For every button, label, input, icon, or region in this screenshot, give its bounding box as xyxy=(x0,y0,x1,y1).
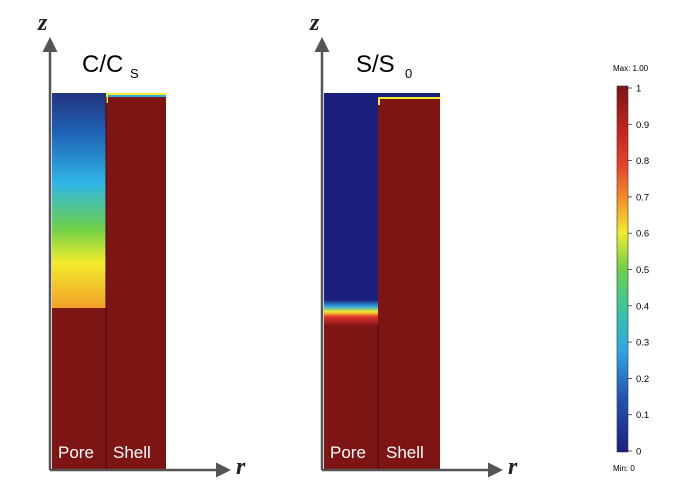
shell-top-edge-inner xyxy=(108,95,166,97)
colorbar-tick-label: 0.3 xyxy=(636,338,649,349)
colorbar-tick-label: 0.9 xyxy=(636,120,649,131)
colorbar-tick-label: 0.4 xyxy=(636,301,649,312)
shell-label: Shell xyxy=(113,443,151,462)
shell-top-band xyxy=(378,93,440,97)
colorbar-tick-label: 0.8 xyxy=(636,156,649,167)
z-axis-label: z xyxy=(309,10,320,36)
colorbar-max-label: Max: 1.00 xyxy=(613,64,649,73)
pore-label: Pore xyxy=(330,443,366,462)
panel-title: C/C xyxy=(82,51,123,78)
pore-label: Pore xyxy=(58,443,94,462)
colorbar-ticks: 1 0.9 0.8 0.7 0.6 0.5 0.4 0.3 0.2 0.1 0 xyxy=(628,84,649,458)
pore-bottom-region xyxy=(52,308,106,470)
panel-surface: z r S/S 0 Pore Shell xyxy=(309,10,518,480)
panel-title-subscript: 0 xyxy=(405,66,412,81)
shell-region xyxy=(378,93,440,470)
pore-bottom-region xyxy=(324,326,378,470)
r-axis-label: r xyxy=(508,454,518,480)
colorbar-tick-label: 0.6 xyxy=(636,229,649,240)
shell-top-edge xyxy=(380,97,440,99)
colorbar: Max: 1.00 Min: 0 1 0.9 0.8 0.7 0.6 0.5 0.4 0.3 0… xyxy=(613,64,649,473)
shell-left-edge xyxy=(106,93,108,103)
colorbar-tick-label: 1 xyxy=(636,84,641,95)
colorbar-min-label: Min: 0 xyxy=(613,464,635,473)
panel-concentration: z r C/C S Pore Shell xyxy=(37,10,246,480)
colorbar-tick-label: 0 xyxy=(636,447,641,458)
colorbar-tick-label: 0.7 xyxy=(636,192,649,203)
panel-title: S/S xyxy=(356,51,395,78)
r-axis-label: r xyxy=(236,454,246,480)
z-axis-label: z xyxy=(37,10,48,36)
shell-label: Shell xyxy=(386,443,424,462)
reaction-front xyxy=(324,300,378,326)
panel-title-subscript: S xyxy=(130,66,139,81)
colorbar-tick-label: 0.2 xyxy=(636,374,649,385)
colorbar-scale xyxy=(616,85,629,453)
shell-left-edge xyxy=(378,97,380,105)
colorbar-tick-label: 0.1 xyxy=(636,410,649,421)
shell-region xyxy=(106,93,166,470)
shell-top-edge xyxy=(106,93,166,95)
colorbar-tick-label: 0.5 xyxy=(636,265,649,276)
